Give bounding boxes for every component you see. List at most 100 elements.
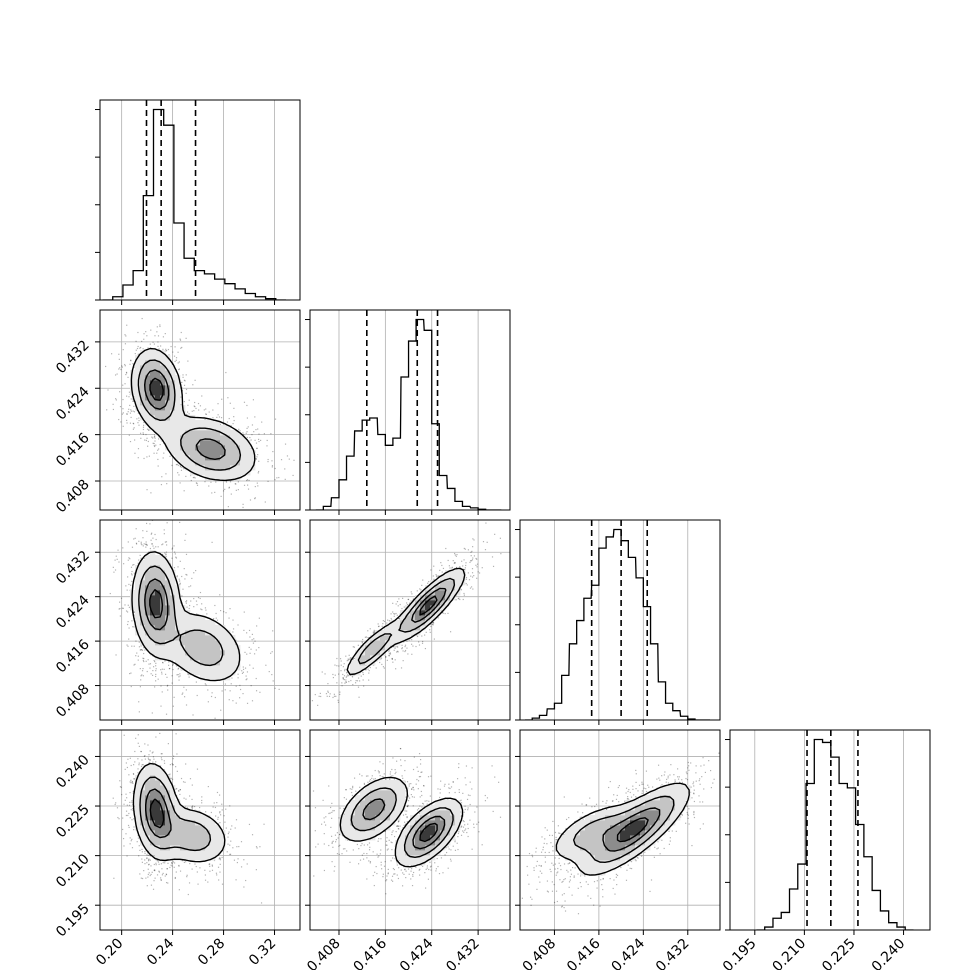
density-cell	[165, 400, 171, 406]
sample-point	[158, 348, 160, 350]
sample-point	[258, 440, 260, 443]
sample-point	[160, 705, 162, 707]
density-cell	[180, 620, 186, 626]
sample-point	[194, 477, 196, 479]
sample-point	[193, 405, 195, 407]
sample-point	[341, 685, 343, 687]
sample-point	[126, 324, 128, 326]
sample-point	[328, 695, 331, 698]
sample-point	[119, 367, 121, 369]
sample-point	[145, 544, 148, 546]
density-cell	[145, 640, 151, 646]
sample-point	[265, 664, 267, 666]
sample-point	[465, 578, 468, 580]
sample-point	[188, 676, 190, 678]
sample-point	[246, 653, 248, 655]
density-cell	[210, 450, 216, 456]
sample-point	[158, 448, 160, 450]
density-cell	[190, 640, 196, 646]
sample-point	[138, 512, 139, 513]
sample-point	[185, 533, 187, 535]
sample-point	[168, 661, 170, 663]
sample-point	[391, 658, 393, 660]
sample-point	[143, 424, 145, 426]
sample-point	[394, 613, 396, 615]
density-cell	[195, 630, 201, 636]
sample-point	[130, 410, 132, 412]
sample-point	[389, 645, 392, 647]
sample-point	[233, 419, 235, 422]
sample-point	[191, 410, 193, 412]
sample-point	[115, 398, 117, 400]
sample-point	[401, 648, 403, 650]
density-cell	[205, 445, 211, 451]
sample-point	[181, 595, 183, 597]
sample-point	[317, 704, 319, 706]
sample-point	[143, 421, 145, 424]
density-cell	[145, 555, 151, 561]
sample-point	[362, 671, 364, 674]
sample-point	[133, 411, 136, 413]
sample-point	[464, 569, 466, 571]
sample-point	[398, 617, 400, 620]
density-cell	[215, 435, 221, 441]
density-cell	[400, 625, 406, 631]
density-cell	[160, 430, 166, 436]
sample-point	[222, 490, 225, 492]
density-cell	[165, 410, 171, 416]
sample-point	[125, 610, 128, 612]
sample-point	[129, 412, 132, 414]
density-cell	[215, 425, 221, 431]
density-cell	[160, 575, 166, 581]
density-cell	[190, 620, 196, 626]
density-cell	[130, 375, 136, 381]
sample-point	[356, 680, 359, 682]
density-cell	[140, 570, 146, 576]
density-cell	[185, 465, 191, 471]
sample-point	[249, 499, 252, 501]
density-cell	[405, 610, 411, 616]
sample-point	[230, 683, 232, 685]
density-cell	[145, 600, 151, 606]
sample-point	[455, 566, 458, 569]
sample-point	[152, 437, 154, 439]
sample-point	[465, 576, 468, 579]
density-cell	[160, 615, 166, 621]
sample-point	[133, 611, 135, 613]
sample-point	[272, 630, 274, 632]
density-cell	[135, 620, 141, 626]
sample-point	[172, 664, 174, 666]
sample-point	[161, 476, 163, 478]
sample-point	[175, 357, 178, 359]
sample-point	[383, 667, 385, 669]
sample-point	[211, 492, 213, 494]
sample-point	[166, 685, 168, 687]
sample-point	[168, 664, 170, 666]
sample-point	[151, 512, 152, 513]
density-cell	[235, 655, 241, 661]
sample-point	[227, 506, 229, 508]
density-cell	[160, 360, 166, 366]
density-cell	[165, 370, 171, 376]
sample-point	[237, 673, 239, 675]
density-cell	[225, 645, 231, 651]
sample-point	[339, 693, 341, 696]
density-cell	[195, 435, 201, 441]
sample-point	[462, 598, 464, 601]
sample-point	[430, 625, 432, 628]
density-cell	[200, 435, 206, 441]
sample-point	[139, 668, 141, 670]
sample-point	[464, 569, 466, 571]
sample-point	[406, 647, 408, 649]
sample-point	[196, 482, 198, 485]
density-cell	[205, 665, 211, 671]
density-cell	[160, 555, 166, 561]
sample-point	[176, 576, 178, 578]
density-cell	[415, 595, 421, 601]
density-cell	[165, 635, 171, 641]
sample-point	[215, 612, 217, 615]
density-cell	[175, 620, 181, 626]
sample-point	[407, 653, 409, 655]
sample-point	[157, 345, 159, 347]
density-cell	[155, 580, 161, 586]
